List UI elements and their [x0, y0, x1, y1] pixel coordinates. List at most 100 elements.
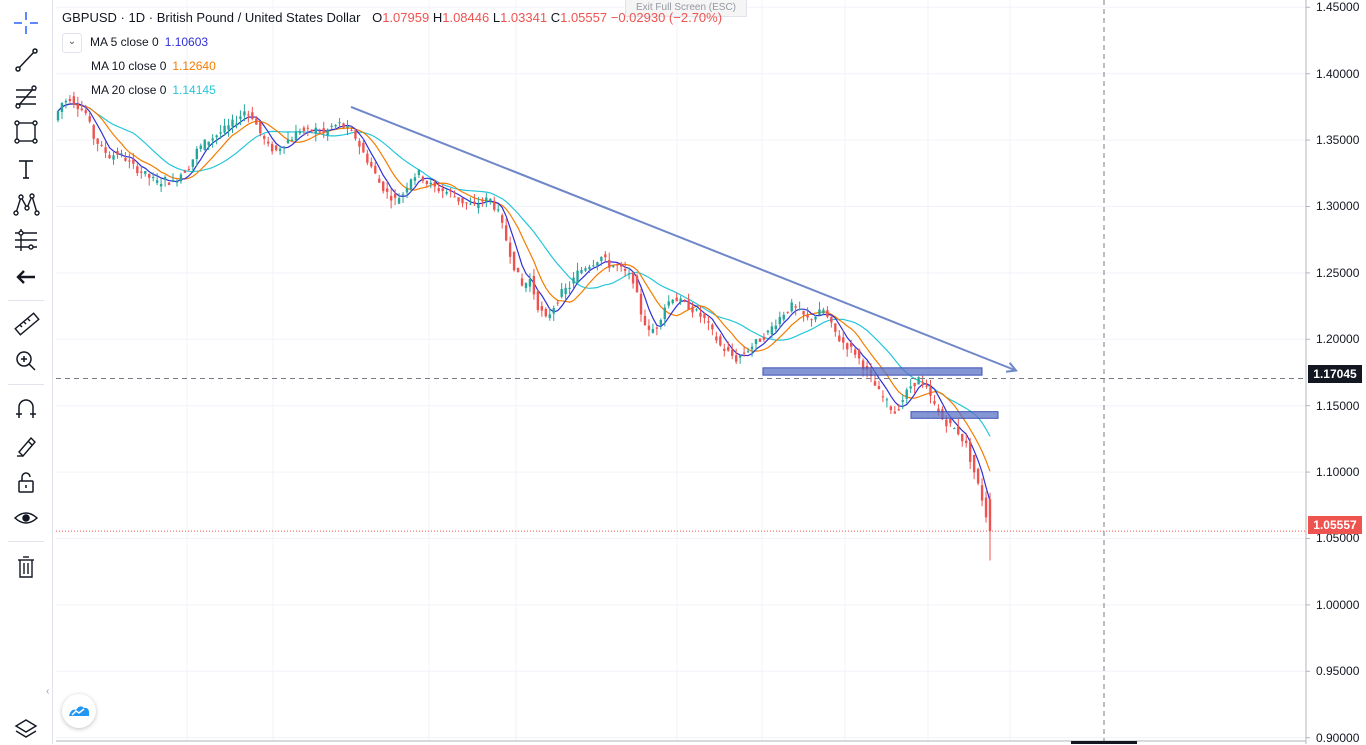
indicator-label: MA 20 close 0 — [91, 83, 167, 97]
trash-icon[interactable] — [9, 552, 43, 582]
candle-body — [453, 196, 456, 198]
candle-body — [667, 301, 670, 306]
collapse-legend-button[interactable]: ⌄ — [62, 32, 82, 53]
candle-body — [627, 273, 631, 275]
candle-body — [536, 291, 540, 310]
crosshair-price-tag: 1.17045 — [1308, 365, 1362, 383]
object-tree-icon[interactable] — [9, 714, 43, 744]
tradingview-logo-icon[interactable] — [62, 694, 96, 728]
interval-label[interactable]: 1D — [128, 10, 146, 25]
candle-body — [163, 176, 167, 180]
candle-body — [159, 184, 163, 187]
candle-body — [814, 316, 817, 320]
candle-body — [445, 191, 448, 194]
high-label: H — [432, 10, 443, 25]
candle-body — [675, 297, 678, 302]
candle-body — [818, 309, 821, 316]
candle-body — [120, 153, 123, 155]
candle-body — [917, 377, 920, 385]
back-arrow-icon[interactable] — [9, 262, 43, 292]
zoom-in-icon[interactable] — [9, 346, 43, 376]
candle-body — [155, 180, 159, 183]
forecast-icon[interactable] — [9, 225, 43, 255]
candle-body — [842, 337, 845, 343]
candle-body — [731, 349, 734, 356]
candle-body — [544, 309, 548, 317]
candle-body — [512, 251, 516, 271]
candle-body — [631, 272, 635, 284]
candle-body — [405, 188, 409, 193]
candle-body — [715, 336, 718, 341]
lock-drawings-icon[interactable] — [9, 430, 43, 460]
low-label: L — [492, 10, 501, 25]
price-tick-label: 1.05000 — [1316, 531, 1360, 546]
candle-body — [905, 389, 908, 399]
candle-body — [643, 315, 647, 325]
indicator-row-ma5[interactable]: ⌄ MA 5 close 0 1.10603 — [62, 30, 722, 54]
indicator-label: MA 10 close 0 — [91, 59, 167, 73]
candle-body — [274, 145, 278, 151]
candle-body — [584, 268, 587, 271]
candle-body — [417, 169, 421, 176]
candle-body — [68, 99, 72, 101]
candle-body — [897, 409, 900, 411]
ohlc-values: O1.07959 H1.08446 L1.03341 C1.05557 −0.0… — [372, 10, 722, 25]
indicator-row-ma10[interactable]: MA 10 close 0 1.12640 — [62, 54, 722, 78]
text-icon[interactable] — [9, 154, 43, 184]
eye-icon[interactable] — [9, 503, 43, 533]
pattern-icon[interactable] — [9, 190, 43, 220]
candle-body — [429, 182, 432, 185]
symbol-name[interactable]: GBPUSD — [62, 10, 117, 25]
candle-body — [540, 306, 544, 311]
candle-body — [766, 330, 770, 333]
candle-body — [247, 114, 250, 116]
candle-body — [961, 433, 964, 442]
price-tick-label: 0.90000 — [1316, 730, 1360, 745]
candle-body — [409, 179, 413, 190]
candle-body — [449, 189, 452, 192]
price-tick-label: 1.10000 — [1316, 465, 1360, 480]
candle-body — [980, 485, 984, 501]
candle-body — [148, 173, 151, 178]
candle-body — [88, 116, 91, 122]
crosshair-icon[interactable] — [9, 8, 43, 38]
indicator-value: 1.14145 — [172, 83, 216, 97]
candle-body — [124, 157, 127, 161]
open-value: 1.07959 — [382, 10, 430, 25]
candle-body — [976, 468, 980, 484]
candle-body — [508, 242, 512, 257]
toolbar-collapse-handle[interactable]: ‹ — [46, 686, 50, 697]
ruler-icon[interactable] — [9, 309, 43, 339]
trend-line-icon[interactable] — [9, 45, 43, 75]
candle-body — [294, 131, 298, 141]
candle-body — [473, 201, 476, 205]
candle-body — [711, 324, 714, 330]
fib-icon[interactable] — [9, 82, 43, 112]
time-crosshair-tag — [1071, 741, 1137, 744]
rectangle-icon[interactable] — [9, 117, 43, 147]
unlock-icon[interactable] — [9, 467, 43, 497]
candle-body — [742, 352, 746, 354]
candle-body — [949, 419, 952, 424]
candle-body — [984, 497, 988, 518]
candle-body — [175, 181, 179, 183]
magnet-icon[interactable] — [9, 394, 43, 424]
candle-body — [278, 148, 282, 151]
candle-body — [425, 181, 429, 184]
candle-body — [370, 162, 373, 167]
candle-body — [96, 138, 99, 144]
candle-body — [699, 312, 702, 317]
exit-fullscreen-hint[interactable]: Exit Full Screen (ESC) — [625, 0, 747, 17]
separator-dot: · — [120, 10, 129, 25]
candle-body — [798, 308, 801, 310]
candle-body — [286, 139, 290, 144]
candle-body — [215, 135, 218, 138]
candle-body — [195, 148, 198, 160]
candle-body — [132, 159, 135, 164]
indicator-row-ma20[interactable]: MA 20 close 0 1.14145 — [62, 78, 722, 102]
candle-body — [616, 264, 619, 266]
candle-body — [806, 314, 809, 318]
candle-body — [608, 259, 611, 268]
candle-body — [600, 256, 603, 261]
